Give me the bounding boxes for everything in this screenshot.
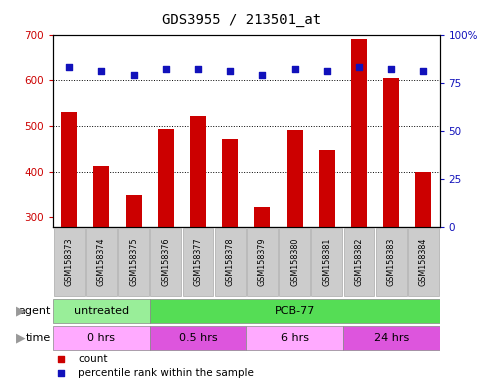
Bar [86,228,117,296]
Point [355,64,363,70]
Bar [255,207,270,227]
Bar [53,326,150,350]
Point [258,72,266,78]
Bar [53,299,150,323]
Bar [383,78,399,227]
Text: 0 hrs: 0 hrs [87,333,115,343]
Point [98,68,105,74]
Bar [286,130,303,227]
Text: GSM158377: GSM158377 [194,238,202,286]
Point [57,370,65,376]
Text: GDS3955 / 213501_at: GDS3955 / 213501_at [162,13,321,27]
Bar [150,228,181,296]
Bar [93,166,110,227]
Bar [343,228,374,296]
Point [323,68,331,74]
Text: GSM158375: GSM158375 [129,238,138,286]
Point [65,64,73,70]
Point [57,356,65,362]
Text: GSM158383: GSM158383 [387,238,396,286]
Point [291,66,298,72]
Text: GSM158379: GSM158379 [258,238,267,286]
Bar [190,116,206,227]
Bar [312,228,342,296]
Text: percentile rank within the sample: percentile rank within the sample [78,368,254,378]
Point [162,66,170,72]
Bar [351,39,367,227]
Text: 6 hrs: 6 hrs [281,333,309,343]
Text: untreated: untreated [74,306,129,316]
Bar [246,326,343,350]
Bar [415,172,431,227]
Point [420,68,427,74]
Text: GSM158382: GSM158382 [355,238,364,286]
Bar [158,129,174,227]
Text: agent: agent [18,306,51,316]
Bar [126,195,142,227]
Text: GSM158384: GSM158384 [419,238,428,286]
Text: ▶: ▶ [15,331,25,344]
Text: GSM158380: GSM158380 [290,238,299,286]
Text: GSM158381: GSM158381 [322,238,331,286]
Bar [343,326,440,350]
Bar [118,228,149,296]
Text: ▶: ▶ [15,305,25,318]
Bar [279,228,310,296]
Bar [247,228,278,296]
Text: 0.5 hrs: 0.5 hrs [179,333,217,343]
Point [194,66,202,72]
Bar [150,326,246,350]
Bar [376,228,407,296]
Text: GSM158374: GSM158374 [97,238,106,286]
Text: PCB-77: PCB-77 [274,306,315,316]
Bar [215,228,246,296]
Text: GSM158373: GSM158373 [65,238,74,286]
Bar [54,228,85,296]
Point [130,72,138,78]
Point [387,66,395,72]
Bar [408,228,439,296]
Text: count: count [78,354,108,364]
Text: GSM158378: GSM158378 [226,238,235,286]
Bar [61,112,77,227]
Bar [150,299,440,323]
Bar [183,228,213,296]
Point [227,68,234,74]
Text: GSM158376: GSM158376 [161,238,170,286]
Text: 24 hrs: 24 hrs [374,333,409,343]
Text: time: time [26,333,51,343]
Bar [222,139,238,227]
Bar [319,150,335,227]
